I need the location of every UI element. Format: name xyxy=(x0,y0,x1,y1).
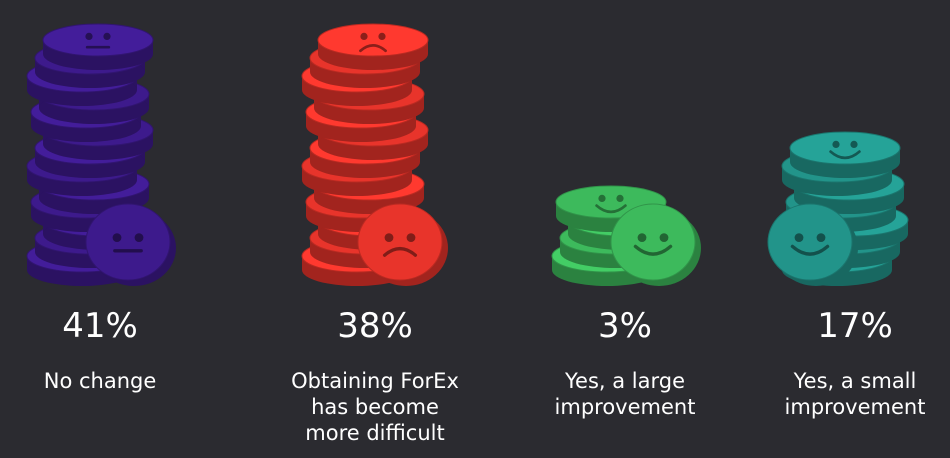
coin-top xyxy=(318,24,428,56)
category-label: Yes, a large improvement xyxy=(540,368,710,420)
coin-stack xyxy=(302,24,448,286)
eye xyxy=(85,33,92,40)
front-coin xyxy=(768,204,852,280)
coin-stack xyxy=(27,24,176,286)
eye xyxy=(135,233,144,242)
eye xyxy=(103,33,110,40)
eye xyxy=(850,141,857,148)
coin-stack xyxy=(552,186,701,286)
front-coin xyxy=(86,204,170,280)
value-label: 41% xyxy=(0,306,200,346)
front-coin xyxy=(611,204,695,280)
eye xyxy=(360,33,367,40)
chart xyxy=(0,0,950,300)
eye xyxy=(113,233,122,242)
eye xyxy=(660,233,669,242)
value-label: 17% xyxy=(755,306,950,346)
front-coin xyxy=(358,204,442,280)
eye xyxy=(638,233,647,242)
eye xyxy=(378,33,385,40)
eye xyxy=(795,233,804,242)
eye xyxy=(385,233,394,242)
eye xyxy=(407,233,416,242)
eye xyxy=(832,141,839,148)
value-label: 38% xyxy=(275,306,475,346)
value-label: 3% xyxy=(525,306,725,346)
category-label: No change xyxy=(0,368,200,394)
eye xyxy=(616,195,623,202)
category-label: Obtaining ForEx has become more difficul… xyxy=(285,368,465,446)
eye xyxy=(598,195,605,202)
coin-top xyxy=(43,24,153,56)
category-label: Yes, a small improvement xyxy=(770,368,940,420)
eye xyxy=(817,233,826,242)
coin-stack xyxy=(768,132,908,286)
page: (() => { const data = JSON.parse(documen… xyxy=(0,0,950,458)
